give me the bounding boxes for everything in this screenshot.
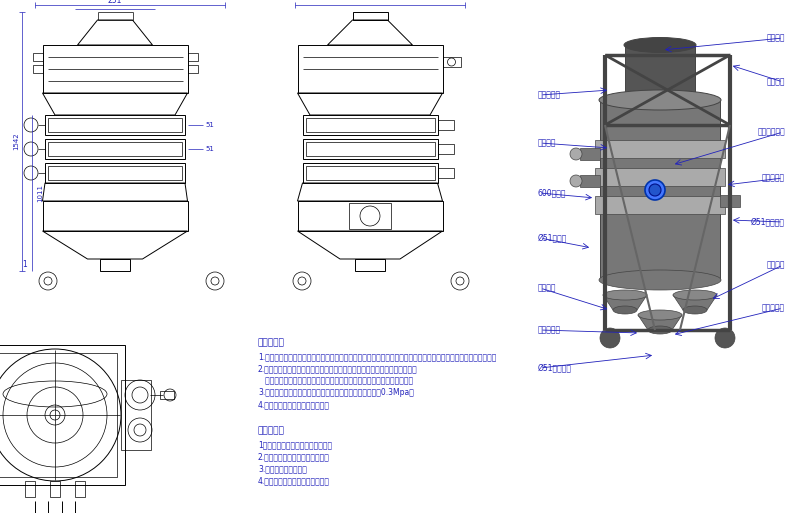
Text: 2.当氧含量值达到要求后气动蝶阀关闭，两通电磁阀关闭，设备开始筛分运行: 2.当氧含量值达到要求后气动蝶阀关闭，两通电磁阀关闭，设备开始筛分运行 bbox=[258, 364, 418, 373]
Text: 方向脚轮: 方向脚轮 bbox=[538, 284, 556, 292]
Ellipse shape bbox=[648, 326, 672, 334]
Text: 支架组件: 支架组件 bbox=[766, 77, 785, 87]
Polygon shape bbox=[595, 168, 725, 186]
Bar bbox=[50, 481, 60, 497]
Text: 1542: 1542 bbox=[13, 133, 19, 150]
Text: 1: 1 bbox=[22, 260, 27, 269]
Circle shape bbox=[600, 328, 620, 348]
Text: 快速气插头: 快速气插头 bbox=[538, 326, 561, 334]
Text: 1气振筛内部抛光，外部噴沙处理；: 1气振筛内部抛光，外部噴沙处理； bbox=[258, 440, 332, 449]
Polygon shape bbox=[638, 315, 682, 330]
Polygon shape bbox=[603, 295, 647, 310]
Bar bbox=[160, 391, 174, 399]
Bar bbox=[303, 115, 438, 135]
Text: 进料料罐: 进料料罐 bbox=[766, 33, 785, 43]
Bar bbox=[438, 120, 453, 130]
Ellipse shape bbox=[599, 270, 721, 290]
Bar bbox=[121, 380, 151, 450]
Bar bbox=[298, 45, 442, 93]
Text: 存料料罐: 存料料罐 bbox=[766, 261, 785, 269]
Circle shape bbox=[715, 328, 735, 348]
Text: 251: 251 bbox=[107, 0, 122, 5]
Bar bbox=[43, 201, 187, 231]
Ellipse shape bbox=[624, 92, 696, 108]
Bar bbox=[303, 163, 438, 183]
Text: Ø51手动球阀: Ø51手动球阀 bbox=[538, 364, 572, 372]
Bar bbox=[580, 148, 600, 160]
Bar bbox=[720, 195, 740, 207]
Circle shape bbox=[649, 184, 661, 196]
Text: 51: 51 bbox=[205, 146, 214, 152]
Bar bbox=[32, 65, 43, 73]
Bar bbox=[0, 353, 117, 477]
Text: 2.料罐内部抛光，外部噴沙处理；: 2.料罐内部抛光，外部噴沙处理； bbox=[258, 452, 330, 461]
Bar bbox=[306, 166, 435, 180]
Ellipse shape bbox=[599, 90, 721, 110]
Bar bbox=[48, 118, 182, 132]
Bar bbox=[45, 115, 185, 135]
Text: 3.其中两通电磁阀及油水分离器放入控制柜内，气压不大于0.3Mpa；: 3.其中两通电磁阀及油水分离器放入控制柜内，气压不大于0.3Mpa； bbox=[258, 388, 414, 397]
Bar bbox=[352, 12, 388, 20]
Polygon shape bbox=[625, 45, 695, 100]
Text: 上框出料口: 上框出料口 bbox=[762, 173, 785, 183]
Polygon shape bbox=[595, 140, 725, 158]
Text: 技术要求：: 技术要求： bbox=[258, 426, 285, 435]
Bar bbox=[355, 259, 385, 271]
Circle shape bbox=[570, 175, 582, 187]
Text: 3.支架整体噴沙处理；: 3.支架整体噴沙处理； bbox=[258, 464, 307, 473]
Text: 600激振器: 600激振器 bbox=[538, 188, 566, 198]
Bar bbox=[0, 345, 125, 485]
Text: Ø51气动蝶阀: Ø51气动蝶阀 bbox=[751, 218, 785, 227]
Text: 工作流程：: 工作流程： bbox=[258, 338, 285, 347]
Bar bbox=[303, 139, 438, 159]
Bar bbox=[48, 166, 182, 180]
Text: 分运行中如氧含量超标，可重新打开气动蝶阀及两通电磁阀并进行补气。: 分运行中如氧含量超标，可重新打开气动蝶阀及两通电磁阀并进行补气。 bbox=[258, 376, 413, 385]
Ellipse shape bbox=[673, 290, 717, 300]
Text: 4.料罐也可单独进行充惰性气体。: 4.料罐也可单独进行充惰性气体。 bbox=[258, 400, 330, 409]
Ellipse shape bbox=[624, 37, 696, 52]
Bar bbox=[25, 481, 35, 497]
Ellipse shape bbox=[613, 306, 637, 314]
Bar bbox=[187, 53, 198, 61]
Bar bbox=[306, 118, 435, 132]
Bar bbox=[48, 142, 182, 156]
Text: 1011: 1011 bbox=[37, 184, 43, 202]
Ellipse shape bbox=[638, 310, 682, 320]
Bar bbox=[45, 139, 185, 159]
Ellipse shape bbox=[683, 306, 707, 314]
Bar bbox=[298, 201, 442, 231]
Text: 氧含量监测仪: 氧含量监测仪 bbox=[758, 128, 785, 136]
Text: Ø51呼吸器: Ø51呼吸器 bbox=[538, 233, 567, 243]
Text: 底框出料口: 底框出料口 bbox=[762, 304, 785, 312]
Bar bbox=[438, 144, 453, 154]
Polygon shape bbox=[600, 100, 720, 280]
Bar bbox=[438, 168, 453, 178]
Bar bbox=[580, 175, 600, 187]
Bar bbox=[32, 53, 43, 61]
Bar bbox=[349, 203, 391, 229]
Polygon shape bbox=[595, 196, 725, 214]
Bar bbox=[306, 142, 435, 156]
Bar bbox=[75, 481, 85, 497]
Circle shape bbox=[570, 148, 582, 160]
Circle shape bbox=[645, 180, 665, 200]
Bar bbox=[45, 163, 185, 183]
Text: 4.设备整体光滑，无损伤及污迉。: 4.设备整体光滑，无损伤及污迉。 bbox=[258, 476, 330, 485]
Bar bbox=[100, 259, 130, 271]
Text: 51: 51 bbox=[205, 122, 214, 128]
Text: 手动球阀: 手动球阀 bbox=[538, 139, 556, 148]
Bar bbox=[442, 57, 461, 67]
Polygon shape bbox=[673, 295, 717, 310]
Bar bbox=[187, 65, 198, 73]
Text: 五口氮气包: 五口氮气包 bbox=[538, 90, 561, 100]
Ellipse shape bbox=[603, 290, 647, 300]
Bar bbox=[43, 45, 187, 93]
Text: 1.置换阶段：通过两通电磁阀将惰性气体分别充入气振筛及三个料罐。惰性气体进入后，可通过测氧仪表进行监测。: 1.置换阶段：通过两通电磁阀将惰性气体分别充入气振筛及三个料罐。惰性气体进入后，… bbox=[258, 352, 496, 361]
